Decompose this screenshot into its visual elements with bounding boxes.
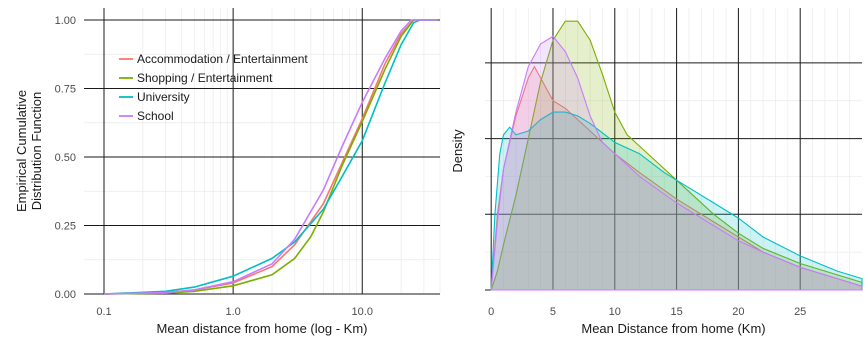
legend-label: University (137, 90, 190, 104)
x-tick-label: 5 (550, 306, 556, 318)
ecdf-chart: 0.1 1.0 10.0 0.00 0.25 0.50 0.75 1.00 Mean dista… (14, 8, 441, 336)
ecdf-line-1 (103, 19, 438, 295)
x-tick-label: 20 (732, 306, 744, 318)
y-axis-title: Empirical CumulativeDistribution Functio… (14, 90, 44, 212)
y-axis-title-line: Empirical Cumulative (14, 90, 29, 212)
y-axis-title-line: Distribution Function (29, 92, 44, 211)
y-axis-title: Density (450, 129, 465, 173)
density-area-3 (490, 35, 863, 291)
density-area-2 (490, 111, 863, 291)
y-tick-label: 0.50 (55, 152, 76, 164)
ecdf-line-2 (103, 19, 438, 295)
x-tick-label: 25 (794, 306, 806, 318)
y-tick-label: 1.00 (55, 15, 76, 27)
legend: Accommodation / Entertainment Shopping / … (119, 52, 308, 123)
x-axis-title: Mean Distance from home (Km) (581, 321, 765, 336)
x-tick-label: 15 (670, 306, 682, 318)
y-tick-label: 0.00 (55, 289, 76, 301)
x-tick-label: 0 (488, 306, 494, 318)
legend-label: School (137, 109, 174, 123)
y-tick-label: 0.25 (55, 221, 76, 233)
x-tick-label: 10 (609, 306, 621, 318)
density-area-1 (490, 20, 863, 291)
y-tick-label: 0.75 (55, 84, 76, 96)
legend-label: Accommodation / Entertainment (137, 52, 308, 66)
ecdf-line-3 (103, 19, 438, 295)
legend-label: Shopping / Entertainment (137, 71, 273, 85)
x-tick-label: 1.0 (225, 306, 240, 318)
density-chart: 0 5 10 15 20 25 Mean Distance from home (Km) De… (450, 8, 863, 336)
x-tick-label: 0.1 (96, 306, 111, 318)
x-tick-label: 10.0 (352, 306, 373, 318)
x-axis-title: Mean distance from home (log - Km) (157, 321, 368, 336)
